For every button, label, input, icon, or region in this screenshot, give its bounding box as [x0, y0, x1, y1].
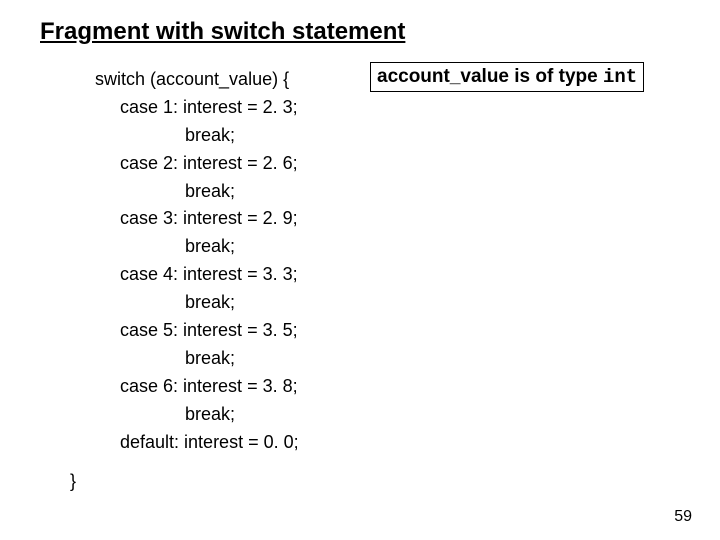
code-line: switch (account_value) { [95, 66, 299, 94]
type-note-text: account_value is of type [377, 66, 603, 87]
code-line: break; [95, 178, 299, 206]
type-keyword: int [603, 66, 637, 88]
code-line: break; [95, 289, 299, 317]
slide: Fragment with switch statement switch (a… [0, 0, 720, 540]
code-line: case 4: interest = 3. 3; [95, 261, 299, 289]
code-line: break; [95, 345, 299, 373]
code-line: break; [95, 401, 299, 429]
code-line: default: interest = 0. 0; [95, 429, 299, 457]
code-line: break; [95, 233, 299, 261]
code-line: case 2: interest = 2. 6; [95, 150, 299, 178]
code-closing-brace: } [70, 471, 76, 492]
code-line: case 6: interest = 3. 8; [95, 373, 299, 401]
code-line: break; [95, 122, 299, 150]
code-block: switch (account_value) { case 1: interes… [95, 66, 299, 456]
code-line: case 3: interest = 2. 9; [95, 205, 299, 233]
code-line: case 5: interest = 3. 5; [95, 317, 299, 345]
page-number: 59 [674, 508, 692, 526]
code-line: case 1: interest = 2. 3; [95, 94, 299, 122]
slide-title: Fragment with switch statement [40, 18, 405, 46]
type-note-box: account_value is of type int [370, 62, 644, 92]
